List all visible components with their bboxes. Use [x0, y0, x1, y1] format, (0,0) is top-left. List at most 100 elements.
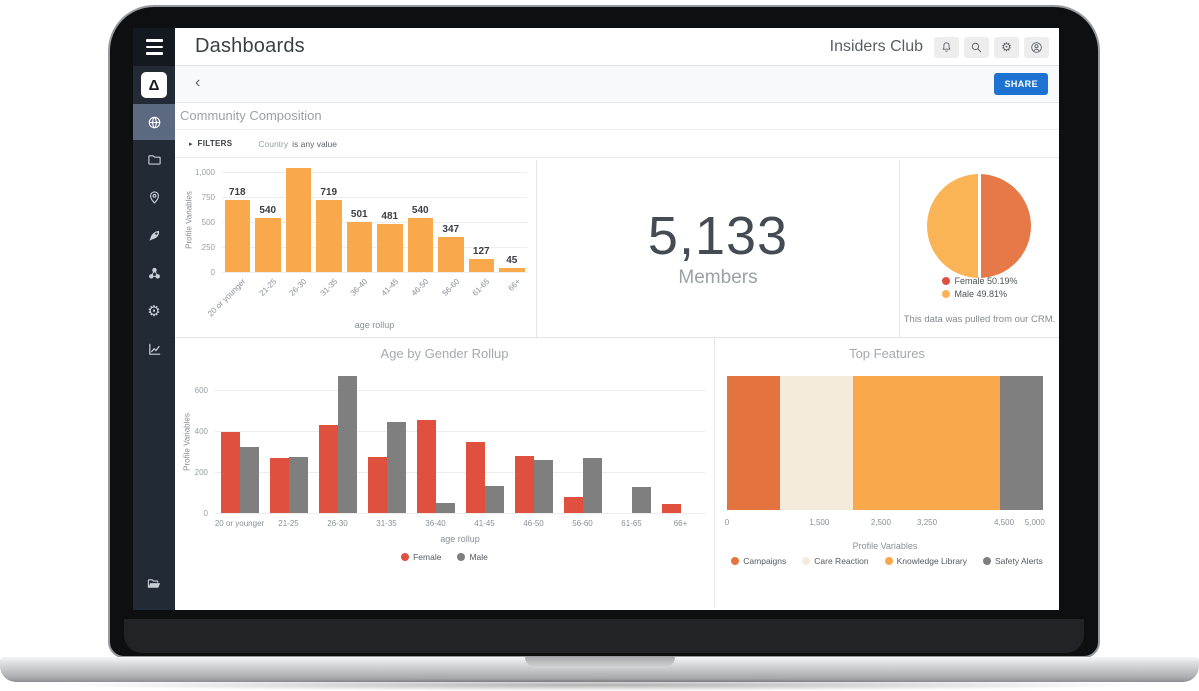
y-tick-label: 600 [194, 386, 208, 396]
x-tick-label: 61-65 [621, 519, 642, 528]
search-button[interactable] [964, 36, 989, 58]
gridline [215, 513, 705, 514]
notifications-button[interactable] [934, 36, 959, 58]
filter-condition: is any value [292, 138, 338, 149]
bar [269, 458, 289, 513]
share-button[interactable]: SHARE [994, 73, 1048, 95]
settings-button[interactable]: ⚙ [994, 36, 1019, 58]
app-header: Dashboards Insiders Club [175, 28, 1059, 66]
bar [416, 420, 436, 513]
legend-item: Male [457, 552, 488, 562]
sidebar-item-folders[interactable] [133, 140, 175, 178]
y-axis-title: Profile Variables [184, 191, 194, 249]
bar [386, 421, 406, 513]
x-tick-label: 4,500 [994, 518, 1015, 527]
bar [533, 459, 553, 513]
legend-item: Female [401, 552, 441, 562]
bar [438, 237, 464, 272]
line-chart-icon [148, 343, 160, 355]
stacked-segment [852, 376, 1001, 510]
gender-pie-chart: This data was pulled from our CRM. Femal… [900, 160, 1059, 338]
legend-dot [731, 557, 740, 565]
y-tick-label: 0 [203, 509, 208, 518]
bar [285, 168, 311, 272]
x-tick-label: 3,250 [917, 518, 938, 527]
gridline [222, 197, 527, 198]
x-axis-title: Profile Variables [852, 541, 918, 551]
x-tick-label: 21-25 [278, 519, 299, 528]
gridline [222, 272, 527, 273]
value-label: 540 [259, 205, 277, 216]
legend-label: Campaigns [743, 556, 787, 566]
legend-dot [802, 557, 811, 565]
stacked-segment [1000, 376, 1043, 510]
members-count-label: Members [678, 266, 758, 288]
legend-label: Care Reaction [814, 556, 869, 566]
account-button[interactable] [1024, 36, 1049, 58]
app-window: Δ [133, 28, 1059, 610]
value-label: 347 [442, 224, 460, 236]
legend-dot [457, 553, 466, 561]
sidebar-item-explore[interactable] [133, 104, 175, 140]
gridline [222, 247, 527, 248]
sidebar-item-integrations[interactable] [133, 254, 175, 292]
gridline [222, 172, 527, 173]
filter-field: Country [258, 138, 289, 149]
dashboard-title-row: Community Composition [175, 103, 1059, 130]
value-label: 127 [472, 246, 490, 258]
pie-divider [977, 173, 981, 279]
x-tick-label: 36-40 [425, 519, 446, 528]
account-icon [1031, 41, 1042, 53]
value-label: 481 [381, 210, 399, 222]
dashboard-title: Community Composition [180, 108, 322, 123]
disclosure-triangle-icon: ▸ [189, 140, 193, 148]
sidebar-item-archive[interactable] [133, 564, 175, 602]
filters-toggle[interactable]: FILTERS [197, 139, 233, 148]
y-tick-label: 200 [194, 468, 208, 478]
sidebar-item-settings[interactable]: ⚙ [133, 292, 175, 330]
legend-item: Female 50.19% [941, 276, 1018, 286]
x-tick-label: 56-60 [440, 277, 462, 298]
bar [255, 218, 281, 272]
y-axis-title: Profile Variables [182, 412, 192, 471]
x-tick-label: 66+ [506, 277, 523, 293]
x-tick-label: 36-40 [348, 277, 370, 298]
legend-item: Knowledge Library [884, 556, 967, 566]
sidebar-item-launch[interactable] [133, 216, 175, 254]
x-tick-label: 2,500 [870, 518, 891, 527]
laptop-chin [124, 619, 1084, 653]
chart-title: Age by Gender Rollup [380, 346, 509, 361]
molecule-icon [148, 267, 160, 279]
x-tick-label: 61-65 [470, 277, 492, 298]
bar [346, 221, 372, 272]
x-tick-label: 21-25 [257, 277, 279, 298]
sidebar-item-analytics[interactable] [133, 330, 175, 368]
rocket-icon [148, 230, 159, 241]
age-rollup-bar-chart: 0 250 500 750 1,000 718 20 or younger 540 21-25 2… [175, 160, 537, 338]
legend-dot [983, 557, 992, 565]
gridline [215, 472, 705, 474]
x-axis-title: age rollup [354, 320, 395, 330]
x-tick-label: 20 or younger [206, 277, 248, 319]
y-tick-label: 750 [201, 193, 215, 202]
y-tick-label: 0 [210, 268, 215, 277]
x-tick-label: 46-50 [523, 519, 544, 528]
sidebar-item-locations[interactable] [133, 178, 175, 216]
bar [435, 503, 455, 513]
menu-button[interactable] [133, 28, 175, 66]
x-tick-label: 46-50 [409, 277, 431, 298]
laptop-lid-notch [524, 657, 675, 668]
x-tick-label: 41-45 [379, 277, 401, 298]
members-count-value: 5,133 [647, 205, 789, 266]
gridline [222, 222, 527, 223]
folder-icon [147, 154, 161, 165]
legend-item: Safety Alerts [983, 556, 1043, 566]
x-tick-label: 20 or younger [214, 519, 265, 528]
globe-icon [148, 116, 160, 128]
legend-label: Male 49.81% [954, 289, 1008, 299]
y-tick-label: 1,000 [194, 168, 215, 177]
chart-legend: Female Male [175, 552, 714, 562]
back-button[interactable]: ‹ [195, 74, 201, 91]
value-label: 45 [506, 254, 518, 266]
bar [239, 447, 259, 513]
